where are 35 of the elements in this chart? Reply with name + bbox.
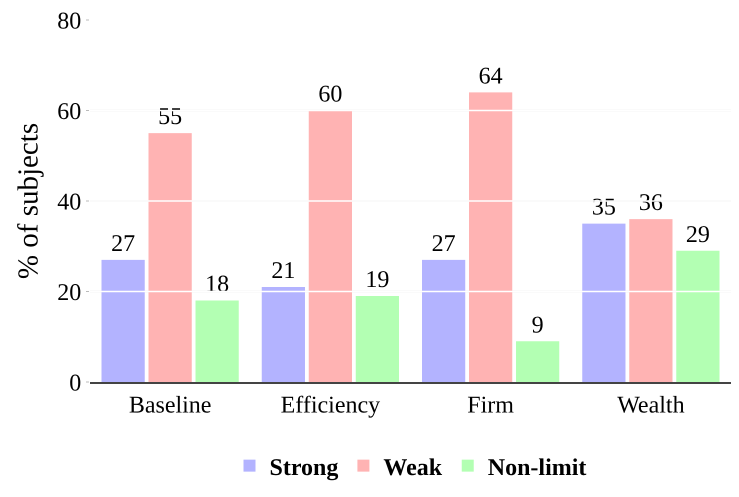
y-tick-label: 20 xyxy=(57,280,82,306)
y-axis-title: % of subjects xyxy=(12,122,45,280)
data-label: 9 xyxy=(532,312,544,338)
bar xyxy=(262,286,305,382)
bar xyxy=(148,133,192,382)
data-label: 35 xyxy=(592,194,616,221)
data-label: 64 xyxy=(478,63,503,90)
y-tick-label: 60 xyxy=(57,98,82,125)
bar xyxy=(469,92,512,382)
y-tick-label: 80 xyxy=(57,8,82,34)
x-tick-label: Firm xyxy=(467,392,514,419)
bar xyxy=(516,341,560,382)
y-tick-label: 0 xyxy=(69,370,82,396)
data-label: 19 xyxy=(365,267,390,294)
legend-label: Non-limit xyxy=(488,455,586,481)
x-tick-label: Efficiency xyxy=(280,392,380,419)
legend-label: Weak xyxy=(383,455,443,481)
bar xyxy=(629,219,672,382)
bar xyxy=(676,250,720,382)
data-label: 27 xyxy=(111,230,136,257)
y-tick-label: 40 xyxy=(57,189,82,216)
data-label: 29 xyxy=(686,222,710,248)
legend-label: Strong xyxy=(270,455,338,481)
bar xyxy=(582,224,626,382)
bar xyxy=(102,260,145,382)
data-label: 21 xyxy=(271,258,296,284)
bar xyxy=(356,296,399,382)
bar xyxy=(422,260,466,382)
data-label: 27 xyxy=(432,230,456,257)
x-tick-label: Baseline xyxy=(128,392,212,419)
x-tick-label: Wealth xyxy=(617,392,685,419)
bar xyxy=(196,300,239,382)
data-label: 60 xyxy=(318,82,342,108)
bar xyxy=(308,110,352,382)
data-label: 55 xyxy=(158,104,182,130)
